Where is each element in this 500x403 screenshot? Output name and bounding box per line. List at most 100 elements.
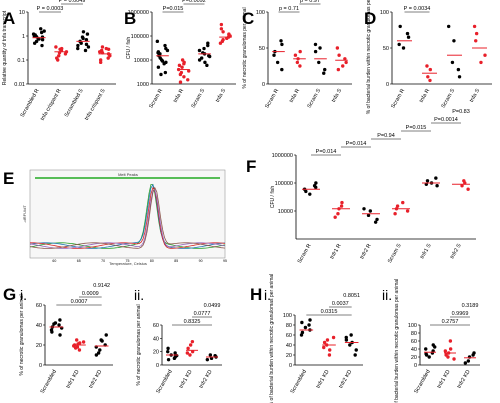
data-point [472,24,477,29]
data-point [401,46,406,50]
data-point [322,345,326,350]
data-point [337,53,341,57]
data-point [298,49,302,54]
data-point [86,45,91,49]
data-point [76,46,80,51]
data-point [307,323,311,327]
data-point [163,70,168,75]
data-point [221,30,225,34]
category-label: Scram R [148,88,164,110]
category-label: Scrambled R [20,88,41,119]
data-point [54,45,58,49]
category-label: tnfr2 KD [338,369,353,389]
category-label: tnfa S [215,88,228,104]
y-tick-label: 1000000 [128,10,149,16]
panel-D: 100 50 0 % of bacterial burden within necro… [366,0,492,114]
data-point [317,60,321,65]
data-point [298,64,302,68]
data-point [58,318,62,322]
data-point [96,351,101,355]
melt-xtick-label: 95 [223,259,227,263]
y-tick-label: 50 [259,46,265,52]
y-axis-label: CFU / fish [270,186,276,208]
melt-xtick-label: 70 [101,259,105,263]
melt-xtick-label: 65 [77,259,81,263]
y-tick-label: 100 [256,10,265,16]
data-point [97,50,102,54]
panel-A: 10 1 0.1 0.01 Relative quantity of tnfa tran… [2,0,116,122]
data-point [466,359,471,363]
data-point [336,212,340,216]
data-point [163,43,167,48]
p-value-label: 0.0499 [204,303,221,309]
data-point [341,64,345,68]
category-label: Scram S [306,88,322,110]
panel-letter-D: D [364,9,376,28]
p-value-label: P=0.015 [406,125,427,131]
p-value-label: 0.0007 [71,299,88,305]
p-value-label: p = 0.71 [279,6,299,12]
data-point [308,192,312,196]
p-value-label: P=0.014 [346,141,367,147]
data-point [81,36,85,41]
y-tick-label: 80 [286,323,292,329]
y-tick-label: 10 [19,10,25,16]
data-point [344,60,348,65]
data-point [100,339,104,343]
y-axis-label: % of necrotic granulomas per animal [136,304,142,385]
p-value-label: P = 0.0049 [59,0,86,4]
data-point [50,330,54,334]
melt-xtick-label: 75 [126,259,130,263]
data-point [405,209,410,213]
data-point [58,47,62,51]
data-point [405,31,410,36]
data-point [155,39,160,44]
p-value-label: p = 0.97 [300,0,320,4]
y-tick-label: 0 [39,363,42,369]
data-point [280,42,284,47]
data-point [322,71,326,75]
data-point [448,347,453,351]
data-point [159,72,163,77]
data-point [344,338,349,342]
data-point [348,343,352,347]
p-value-label: 0.0009 [82,291,99,297]
data-point [304,189,308,194]
y-tick-label: 0 [156,363,159,369]
y-tick-label: 60 [36,303,42,309]
p-value-label: 0.9969 [452,311,469,317]
y-axis-label: % of necrotic granulomas per animal [242,7,248,88]
data-point [322,340,327,345]
data-point [42,29,46,33]
data-point [158,56,162,60]
p-value-label: P = 0.0034 [404,6,431,12]
p-value-label: 0.0777 [194,311,211,317]
category-label: tnfr2 KD [88,369,103,389]
data-point [424,352,428,356]
data-point [313,42,318,47]
data-point [373,220,378,224]
melt-xtick-label: 60 [52,259,56,263]
data-point [190,339,195,344]
category-label: tnfr1 KD [178,369,193,389]
y-tick-label: 20 [153,350,159,356]
data-point [156,65,161,69]
data-point [219,22,224,27]
data-point [427,355,431,359]
data-point [303,325,308,330]
data-point [221,38,225,42]
category-label: tnfa R [173,88,186,104]
panel-Hii: 100 80 60 40 20 0 % of bacterial burden within… [394,279,480,403]
data-point [406,35,411,39]
panel-letter-F: F [246,157,256,176]
y-tick-label: 0 [414,363,417,369]
data-point [425,179,430,183]
panel-C: 100 50 0 % of necrotic granulomas per anima… [242,0,352,110]
data-point [74,338,79,342]
melt-xtick-label: 85 [174,259,178,263]
subpanel-G-ii: ii. [134,287,144,303]
data-point [339,204,344,208]
data-point [156,50,161,54]
panel-letter-E: E [3,169,14,188]
category-label: Scrambled [413,369,431,395]
